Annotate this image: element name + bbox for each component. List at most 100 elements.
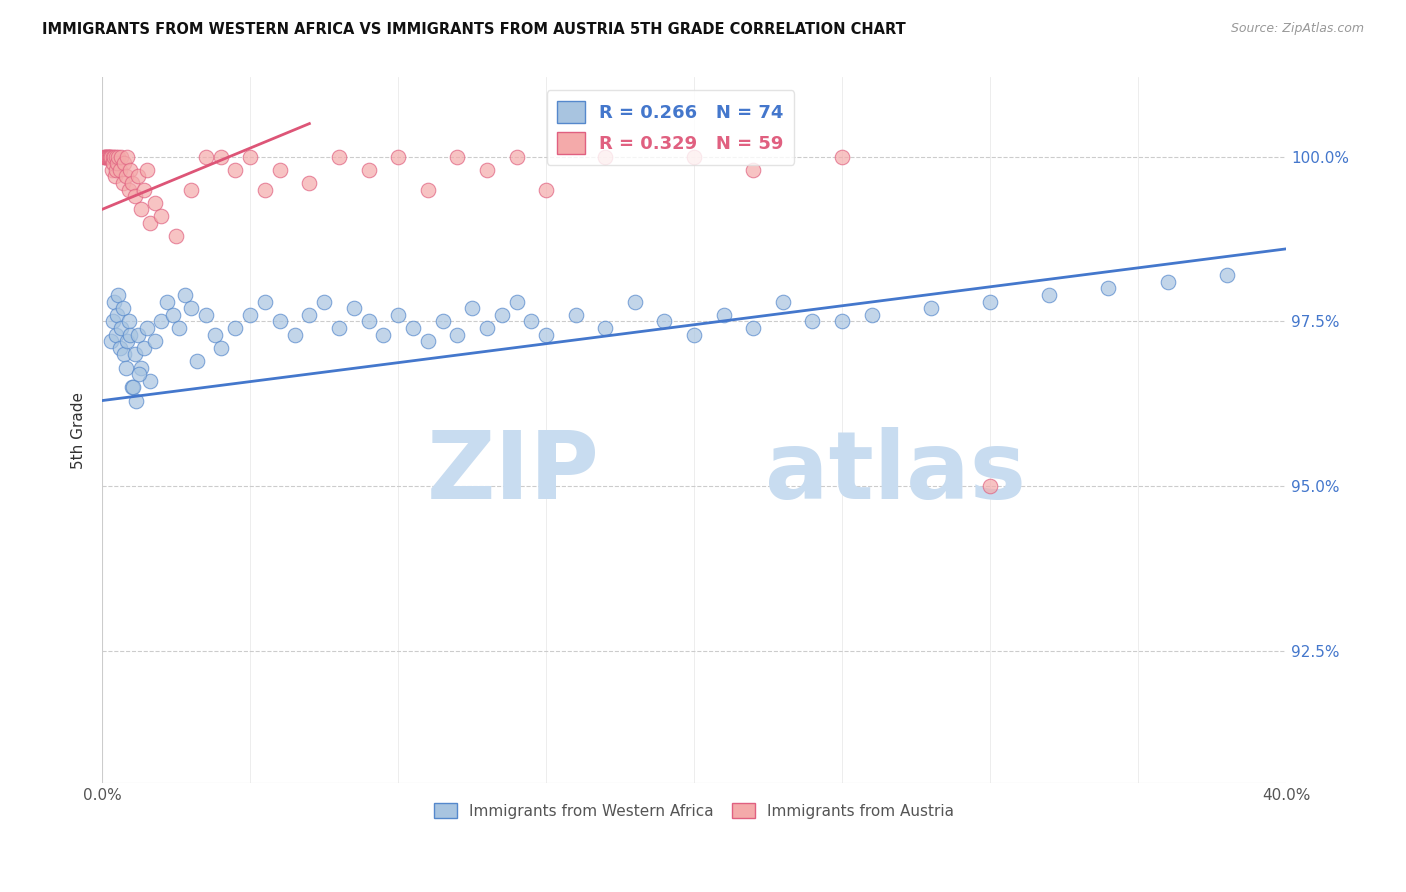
- Point: [145, 195, 167, 210]
- Point: [129, 202, 152, 217]
- Point: [204, 327, 226, 342]
- Point: [683, 150, 706, 164]
- Point: [100, 334, 122, 349]
- Point: [110, 150, 132, 164]
- Point: [387, 150, 409, 164]
- Point: [1216, 268, 1239, 283]
- Point: [595, 321, 617, 335]
- Point: [118, 314, 141, 328]
- Point: [94, 150, 117, 164]
- Point: [253, 182, 276, 196]
- Point: [132, 341, 155, 355]
- Point: [129, 360, 152, 375]
- Point: [194, 308, 217, 322]
- Point: [112, 347, 135, 361]
- Point: [105, 308, 128, 322]
- Point: [801, 314, 824, 328]
- Point: [96, 150, 118, 164]
- Point: [534, 182, 557, 196]
- Point: [298, 308, 321, 322]
- Point: [104, 327, 127, 342]
- Point: [239, 150, 262, 164]
- Point: [124, 189, 146, 203]
- Point: [654, 314, 676, 328]
- Point: [564, 308, 586, 322]
- Point: [174, 288, 197, 302]
- Point: [298, 176, 321, 190]
- Point: [93, 150, 115, 164]
- Point: [534, 327, 557, 342]
- Point: [111, 176, 134, 190]
- Point: [209, 150, 232, 164]
- Point: [461, 301, 484, 316]
- Point: [128, 367, 150, 381]
- Point: [186, 354, 208, 368]
- Point: [328, 321, 350, 335]
- Point: [132, 182, 155, 196]
- Point: [110, 321, 132, 335]
- Point: [446, 327, 468, 342]
- Point: [115, 169, 138, 184]
- Point: [180, 182, 202, 196]
- Point: [97, 150, 120, 164]
- Point: [145, 334, 167, 349]
- Point: [94, 150, 117, 164]
- Point: [96, 150, 118, 164]
- Point: [224, 321, 246, 335]
- Point: [314, 294, 336, 309]
- Point: [831, 150, 853, 164]
- Point: [979, 479, 1001, 493]
- Point: [122, 380, 145, 394]
- Text: ZIP: ZIP: [426, 426, 599, 518]
- Point: [135, 321, 157, 335]
- Point: [107, 288, 129, 302]
- Point: [101, 314, 124, 328]
- Point: [713, 308, 735, 322]
- Point: [117, 334, 139, 349]
- Point: [624, 294, 647, 309]
- Text: atlas: atlas: [765, 426, 1026, 518]
- Point: [112, 156, 135, 170]
- Point: [979, 294, 1001, 309]
- Point: [416, 182, 439, 196]
- Point: [107, 150, 129, 164]
- Point: [432, 314, 454, 328]
- Point: [224, 162, 246, 177]
- Point: [121, 176, 143, 190]
- Point: [118, 182, 141, 196]
- Point: [373, 327, 395, 342]
- Point: [117, 150, 139, 164]
- Y-axis label: 5th Grade: 5th Grade: [72, 392, 86, 468]
- Point: [100, 150, 122, 164]
- Point: [194, 150, 217, 164]
- Point: [446, 150, 468, 164]
- Point: [125, 393, 148, 408]
- Point: [124, 347, 146, 361]
- Point: [100, 150, 122, 164]
- Point: [108, 341, 131, 355]
- Point: [150, 314, 173, 328]
- Point: [98, 150, 121, 164]
- Point: [135, 162, 157, 177]
- Point: [491, 308, 513, 322]
- Point: [167, 321, 190, 335]
- Point: [120, 162, 142, 177]
- Point: [209, 341, 232, 355]
- Point: [920, 301, 942, 316]
- Point: [103, 150, 125, 164]
- Point: [343, 301, 366, 316]
- Point: [357, 162, 380, 177]
- Point: [328, 150, 350, 164]
- Point: [357, 314, 380, 328]
- Point: [101, 150, 124, 164]
- Point: [120, 327, 142, 342]
- Point: [121, 380, 143, 394]
- Point: [772, 294, 794, 309]
- Point: [505, 294, 527, 309]
- Point: [103, 294, 125, 309]
- Point: [239, 308, 262, 322]
- Point: [1097, 281, 1119, 295]
- Point: [742, 321, 765, 335]
- Point: [127, 327, 149, 342]
- Point: [475, 162, 498, 177]
